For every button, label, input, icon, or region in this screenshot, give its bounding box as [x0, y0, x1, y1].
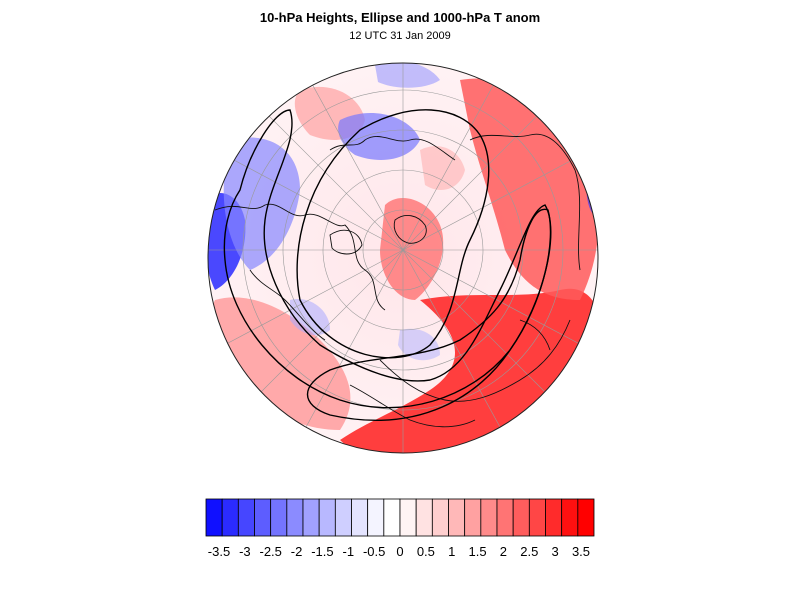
colorbar-box [464, 498, 482, 537]
colorbar-box [480, 498, 498, 537]
colorbar-tick-label: -2.5 [260, 544, 282, 559]
colorbar-box [399, 498, 417, 537]
colorbar-box [302, 498, 320, 537]
graticule [208, 63, 598, 453]
colorbar-box [367, 498, 385, 537]
colorbar-tick-label: -2 [291, 544, 303, 559]
colorbar-box [545, 498, 563, 537]
map-title: 10-hPa Heights, Ellipse and 1000-hPa T a… [259, 10, 541, 25]
cold-anomaly-canada-small [398, 328, 440, 361]
colorbar-tick-label: -3 [239, 544, 251, 559]
colorbar-tick-label: 1 [448, 544, 455, 559]
colorbar-box [270, 498, 288, 537]
warm-anomaly-pacific [211, 297, 351, 430]
colorbar-box [351, 498, 369, 537]
colorbar-boxes [205, 498, 595, 537]
colorbar-tick-label: -1 [343, 544, 355, 559]
colorbar-box [205, 498, 223, 537]
colorbar-tick-label: 1.5 [469, 544, 487, 559]
colorbar-box [383, 498, 401, 537]
colorbar-tick-label: -1.5 [311, 544, 333, 559]
colorbar-box [448, 498, 466, 537]
colorbar-box [496, 498, 514, 537]
globe-outline [207, 62, 599, 454]
cold-anomaly-arctic-north [375, 63, 440, 88]
colorbar-tick-label: 2 [500, 544, 507, 559]
colorbar-box [528, 498, 546, 537]
colorbar-box [334, 498, 352, 537]
height-contour-outer [223, 109, 552, 409]
cold-anomaly-north-america [223, 137, 300, 270]
map-subtitle: 12 UTC 31 Jan 2009 [349, 30, 451, 42]
colorbar-box [431, 498, 449, 537]
colorbar-box [577, 498, 595, 537]
colorbar-box [254, 498, 272, 537]
colorbar-box [237, 498, 255, 537]
colorbar-tick-label: 3 [552, 544, 559, 559]
colorbar-tick-label: 0 [396, 544, 403, 559]
colorbar-box [561, 498, 579, 537]
height-contours [223, 109, 552, 421]
colorbar-tick-label: 3.5 [572, 544, 590, 559]
colorbar-tick-label: -0.5 [363, 544, 385, 559]
ellipse-contour [306, 208, 552, 421]
colorbar-tick-label: -3.5 [208, 544, 230, 559]
colorbar-box [221, 498, 239, 537]
coastlines [214, 133, 581, 428]
colorbar-tick-label: 2.5 [520, 544, 538, 559]
colorbar-box [512, 498, 530, 537]
colorbar-tick-label: 0.5 [417, 544, 435, 559]
colorbar-box [286, 498, 304, 537]
colorbar-box [318, 498, 336, 537]
colorbar-labels: -3.5 -3 -2.5 -2 -1.5 -1 -0.5 0 0.5 1 1.5 2 2.5 3 3.5 [208, 544, 590, 559]
colorbar-box [415, 498, 433, 537]
